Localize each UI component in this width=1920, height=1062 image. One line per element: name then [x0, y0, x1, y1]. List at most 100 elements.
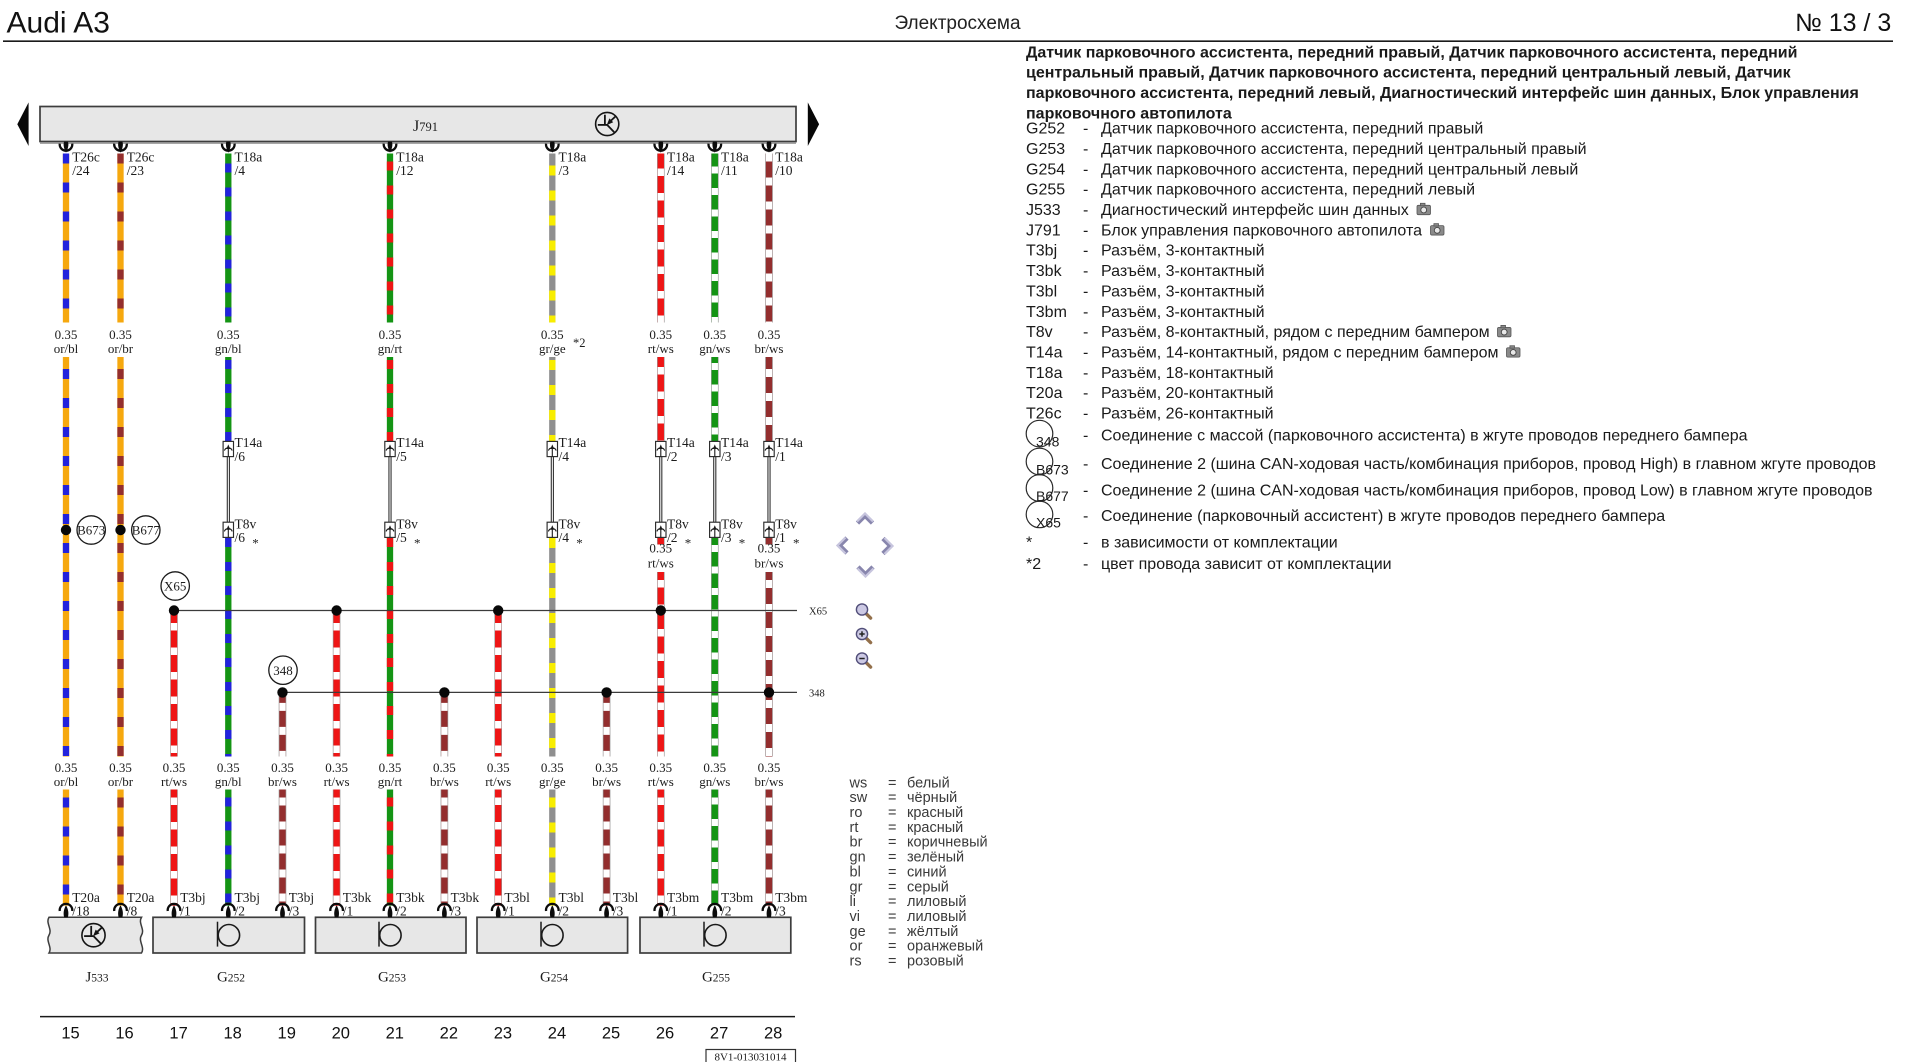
svg-text:-: - [1083, 556, 1088, 573]
svg-text:-: - [1083, 161, 1088, 178]
svg-text:Разъём, 14-контактный, рядом с: Разъём, 14-контактный, рядом с передним … [1101, 344, 1499, 361]
svg-text:gn/ws: gn/ws [699, 341, 730, 356]
svg-text:br/ws: br/ws [755, 774, 784, 789]
svg-text:G255: G255 [702, 969, 730, 985]
svg-text:G252: G252 [217, 969, 245, 985]
svg-text:18: 18 [223, 1024, 241, 1042]
svg-text:Датчик парковочного ассистента: Датчик парковочного ассистента, передний… [1101, 121, 1483, 138]
svg-text:оранжевый: оранжевый [907, 939, 983, 955]
svg-text:24: 24 [548, 1024, 566, 1042]
svg-text:-: - [1083, 324, 1088, 341]
svg-text:=: = [888, 939, 896, 955]
svg-text:/24: /24 [72, 163, 90, 178]
svg-text:парковочного ассистента, перед: парковочного ассистента, передний левый,… [1026, 85, 1859, 102]
svg-text:T8v: T8v [721, 516, 743, 531]
svg-text:0.35: 0.35 [541, 760, 564, 775]
svg-text:T18a: T18a [559, 149, 587, 164]
svg-text:T26c: T26c [1026, 406, 1062, 423]
svg-text:лиловый: лиловый [907, 894, 966, 910]
svg-text:0.35: 0.35 [433, 760, 456, 775]
svg-text:*: * [1026, 535, 1032, 552]
svg-text:Электросхема: Электросхема [895, 13, 1021, 34]
svg-text:-: - [1083, 535, 1088, 552]
svg-text:/6: /6 [235, 530, 246, 545]
svg-text:rt: rt [850, 820, 859, 836]
svg-text:/4: /4 [559, 530, 570, 545]
svg-text:T18a: T18a [235, 149, 263, 164]
svg-text:X65: X65 [164, 579, 186, 594]
svg-text:T3bj: T3bj [1026, 243, 1057, 260]
svg-text:красный: красный [907, 805, 963, 821]
svg-text:ro: ro [850, 805, 863, 821]
svg-text:T14a: T14a [235, 435, 263, 450]
svg-text:/1: /1 [775, 530, 786, 545]
svg-text:центральный правый, Датчик пар: центральный правый, Датчик парковочного … [1026, 65, 1792, 82]
svg-text:or/br: or/br [108, 774, 134, 789]
svg-text:0.35: 0.35 [109, 760, 132, 775]
svg-text:T18a: T18a [667, 149, 695, 164]
svg-text:/3: /3 [613, 903, 624, 918]
svg-text:rt/ws: rt/ws [648, 555, 674, 570]
svg-text:-: - [1083, 456, 1088, 473]
svg-text:*: * [793, 536, 800, 551]
svg-text:T3bj: T3bj [180, 890, 206, 905]
svg-text:0.35: 0.35 [379, 760, 402, 775]
svg-text:or/bl: or/bl [54, 774, 79, 789]
svg-text:цвет провода зависит от компле: цвет провода зависит от комплектации [1101, 556, 1392, 573]
svg-text:J533: J533 [1026, 202, 1061, 219]
svg-text:0.35: 0.35 [703, 327, 726, 342]
svg-text:синий: синий [907, 864, 947, 880]
svg-text:T3bj: T3bj [289, 890, 315, 905]
svg-text:Разъём, 20-контактный: Разъём, 20-контактный [1101, 385, 1274, 402]
svg-text:T3bk: T3bk [451, 890, 480, 905]
svg-text:=: = [888, 924, 896, 940]
svg-text:T3bl: T3bl [559, 890, 585, 905]
svg-text:G253: G253 [378, 969, 406, 985]
svg-text:Разъём, 3-контактный: Разъём, 3-контактный [1101, 304, 1265, 321]
svg-text:23: 23 [494, 1024, 512, 1042]
svg-text:T8v: T8v [559, 516, 581, 531]
svg-text:зелёный: зелёный [907, 850, 964, 866]
svg-text:-: - [1083, 283, 1088, 300]
svg-text:rt/ws: rt/ws [324, 774, 350, 789]
svg-text:gr: gr [850, 879, 863, 895]
svg-text:Разъём, 18-контактный: Разъём, 18-контактный [1101, 365, 1274, 382]
svg-text:rt/ws: rt/ws [161, 774, 187, 789]
svg-text:/14: /14 [667, 163, 685, 178]
svg-text:0.35: 0.35 [649, 760, 672, 775]
svg-text:/1: /1 [180, 903, 191, 918]
svg-text:gn/bl: gn/bl [215, 774, 242, 789]
svg-text:vi: vi [850, 909, 860, 925]
svg-text:Датчик парковочного ассистента: Датчик парковочного ассистента, передний… [1026, 44, 1797, 61]
svg-text:T3bk: T3bk [396, 890, 425, 905]
svg-text:0.35: 0.35 [379, 327, 402, 342]
svg-text:/5: /5 [396, 449, 407, 464]
svg-text:G255: G255 [1026, 182, 1065, 199]
svg-text:=: = [888, 894, 896, 910]
svg-text:/2: /2 [667, 530, 678, 545]
svg-text:/12: /12 [396, 163, 413, 178]
svg-text:gr/ge: gr/ge [539, 341, 566, 356]
svg-text:/1: /1 [504, 903, 515, 918]
svg-text:=: = [888, 879, 896, 895]
svg-text:B677: B677 [1036, 488, 1069, 504]
svg-text:/1: /1 [343, 903, 354, 918]
svg-text:=: = [888, 790, 896, 806]
svg-text:G252: G252 [1026, 121, 1065, 138]
svg-text:-: - [1083, 482, 1088, 499]
svg-text:J791: J791 [413, 118, 438, 135]
svg-text:/23: /23 [127, 163, 145, 178]
svg-text:br/ws: br/ws [755, 341, 784, 356]
svg-text:0.35: 0.35 [271, 760, 294, 775]
svg-text:=: = [888, 805, 896, 821]
svg-text:-: - [1083, 202, 1088, 219]
svg-text:Audi A3: Audi A3 [7, 7, 110, 40]
svg-text:красный: красный [907, 820, 963, 836]
svg-text:/3: /3 [721, 530, 732, 545]
svg-text:16: 16 [115, 1024, 133, 1042]
svg-text:Соединение с массой (парковочн: Соединение с массой (парковочного ассист… [1101, 427, 1748, 444]
svg-text:-: - [1083, 182, 1088, 199]
svg-text:T14a: T14a [721, 435, 749, 450]
svg-text:T8v: T8v [1026, 324, 1053, 341]
svg-text:X65: X65 [809, 607, 827, 618]
